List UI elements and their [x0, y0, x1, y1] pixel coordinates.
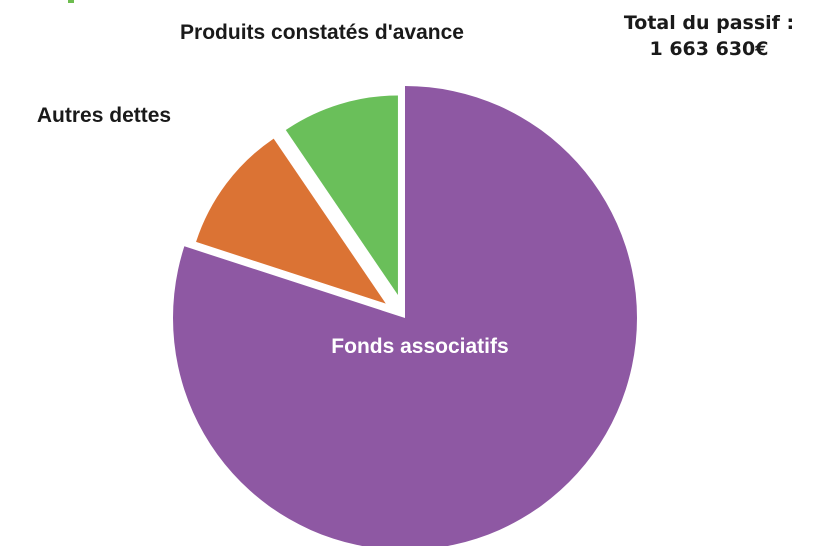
slice-label-1: Autres dettes — [37, 104, 171, 127]
total-liabilities: Total du passif : 1 663 630€ — [604, 10, 814, 62]
total-value: 1 663 630€ — [649, 38, 769, 60]
pie-labels: Produits constatés d'avance Autres dettes… — [37, 21, 509, 358]
pie-slices — [173, 86, 637, 546]
corner-mark — [68, 0, 74, 3]
slice-label-2: Fonds associatifs — [331, 335, 508, 358]
pie-slice-autres-dettes — [196, 138, 386, 304]
slice-label-0: Produits constatés d'avance — [180, 21, 464, 44]
pie-slice-fonds-associatifs — [173, 86, 637, 546]
total-label: Total du passif : — [623, 12, 795, 34]
pie-slice-produits-constat-s-d-avance — [285, 95, 398, 296]
